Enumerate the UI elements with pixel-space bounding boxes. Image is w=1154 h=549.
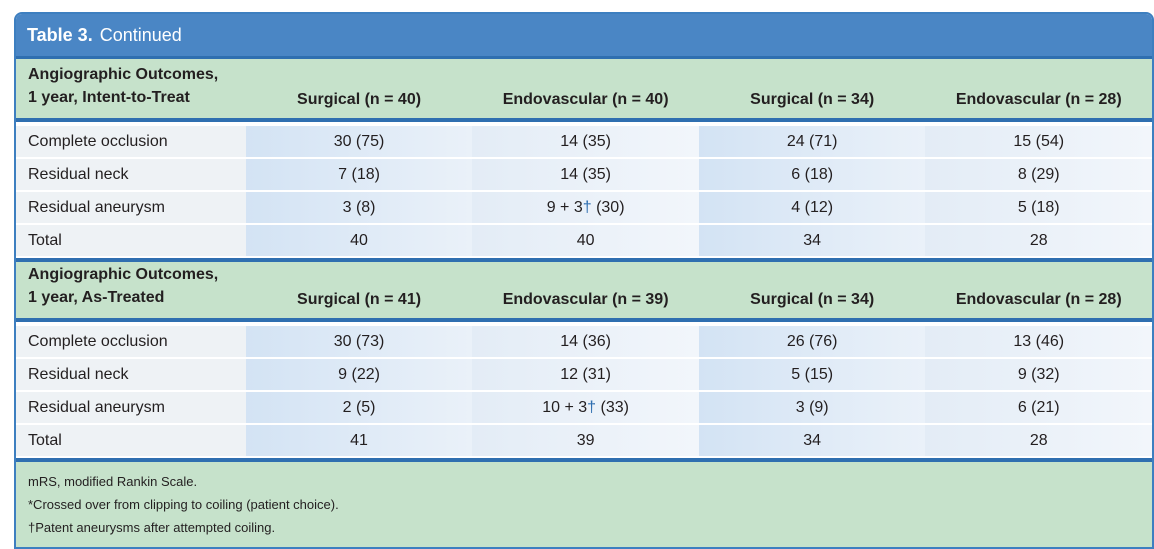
section-body-intent-to-treat: Complete occlusion 30 (75) 14 (35) 24 (7… — [16, 122, 1152, 258]
section-label-line1: Angiographic Outcomes, — [28, 266, 219, 283]
table-row-total: Total 40 40 34 28 — [16, 225, 1152, 258]
row-label: Residual neck — [16, 359, 246, 392]
cell: 39 — [472, 425, 699, 458]
cell-suffix: (30) — [591, 198, 625, 216]
cell: 28 — [925, 425, 1152, 458]
section-label-line2: 1 year, Intent-to-Treat — [28, 89, 190, 106]
dagger-mark: † — [587, 398, 597, 416]
cell: 41 — [245, 425, 473, 458]
section-header-as-treated: Angiographic Outcomes, 1 year, As-Treate… — [16, 258, 1152, 322]
row-label: Complete occlusion — [16, 326, 246, 359]
table-container: Table 3. Continued Angiographic Outcomes… — [14, 12, 1154, 549]
column-header: Surgical (n = 41) — [297, 291, 422, 308]
cell: 2 (5) — [245, 392, 473, 425]
table-number: Table 3. — [27, 24, 93, 45]
section-label: Angiographic Outcomes, 1 year, As-Treate… — [16, 263, 246, 318]
row-label: Complete occlusion — [16, 126, 246, 159]
cell: 30 (75) — [245, 126, 473, 159]
column-header: Surgical (n = 34) — [750, 291, 875, 308]
cell: 9 (32) — [925, 359, 1152, 392]
row-label: Total — [16, 225, 246, 258]
cell-suffix: (33) — [596, 398, 629, 416]
column-header: Endovascular (n = 39) — [502, 291, 669, 308]
cell: 34 — [698, 225, 926, 258]
cell-value: 10 + 3 — [542, 398, 588, 416]
cell: 13 (46) — [925, 326, 1152, 359]
cell: 28 — [925, 225, 1152, 258]
table-row: Residual aneurysm 3 (8) 9 + 3 † (30) 4 (1… — [16, 192, 1152, 225]
cell: 9 (22) — [245, 359, 473, 392]
cell: 7 (18) — [245, 159, 473, 192]
section-header-intent-to-treat: Angiographic Outcomes, 1 year, Intent-to… — [16, 59, 1152, 122]
cell: 14 (35) — [472, 126, 699, 159]
cell: 6 (18) — [698, 159, 926, 192]
table-row-total: Total 41 39 34 28 — [16, 425, 1152, 458]
row-label: Residual aneurysm — [16, 392, 246, 425]
column-header: Surgical (n = 34) — [750, 91, 875, 108]
table-row: Residual neck 9 (22) 12 (31) 5 (15) 9 (3… — [16, 359, 1152, 392]
cell: 4 (12) — [698, 192, 926, 225]
cell: 15 (54) — [925, 126, 1152, 159]
cell: 6 (21) — [925, 392, 1152, 425]
cell: 24 (71) — [698, 126, 926, 159]
column-header: Surgical (n = 40) — [297, 91, 422, 108]
cell: 3 (9) — [698, 392, 926, 425]
cell: 40 — [245, 225, 473, 258]
cell: 26 (76) — [698, 326, 926, 359]
cell: 8 (29) — [925, 159, 1152, 192]
table-row: Complete occlusion 30 (75) 14 (35) 24 (7… — [16, 126, 1152, 159]
table-row: Residual aneurysm 2 (5) 10 + 3 † (33) 3 (… — [16, 392, 1152, 425]
cell: 14 (35) — [472, 159, 699, 192]
cell: 34 — [698, 425, 926, 458]
cell-with-dagger: 9 + 3 † (30) — [472, 192, 699, 225]
cell: 40 — [472, 225, 699, 258]
column-header: Endovascular (n = 40) — [502, 91, 669, 108]
cell: 5 (15) — [698, 359, 926, 392]
cell: 3 (8) — [245, 192, 473, 225]
table-title-bar: Table 3. Continued — [16, 14, 1152, 59]
section-label-line1: Angiographic Outcomes, — [28, 66, 219, 83]
table-footnotes: mRS, modified Rankin Scale. *Crossed ove… — [16, 458, 1152, 547]
cell: 30 (73) — [245, 326, 473, 359]
table-title: Continued — [99, 24, 182, 45]
footnote: †Patent aneurysms after attempted coilin… — [28, 520, 276, 535]
cell: 12 (31) — [472, 359, 699, 392]
section-label-line2: 1 year, As-Treated — [28, 289, 165, 306]
footnote: *Crossed over from clipping to coiling (… — [28, 497, 339, 512]
cell: 14 (36) — [472, 326, 699, 359]
section-label: Angiographic Outcomes, 1 year, Intent-to… — [16, 63, 246, 118]
row-label: Residual aneurysm — [16, 192, 246, 225]
table-row: Complete occlusion 30 (73) 14 (36) 26 (7… — [16, 326, 1152, 359]
footnote: mRS, modified Rankin Scale. — [28, 474, 198, 489]
section-body-as-treated: Complete occlusion 30 (73) 14 (36) 26 (7… — [16, 322, 1152, 458]
dagger-mark: † — [582, 198, 592, 216]
table-row: Residual neck 7 (18) 14 (35) 6 (18) 8 (2… — [16, 159, 1152, 192]
column-header: Endovascular (n = 28) — [955, 91, 1122, 108]
row-label: Residual neck — [16, 159, 246, 192]
row-label: Total — [16, 425, 246, 458]
cell: 5 (18) — [925, 192, 1152, 225]
cell-value: 9 + 3 — [546, 198, 583, 216]
column-header: Endovascular (n = 28) — [955, 291, 1122, 308]
cell-with-dagger: 10 + 3 † (33) — [472, 392, 699, 425]
